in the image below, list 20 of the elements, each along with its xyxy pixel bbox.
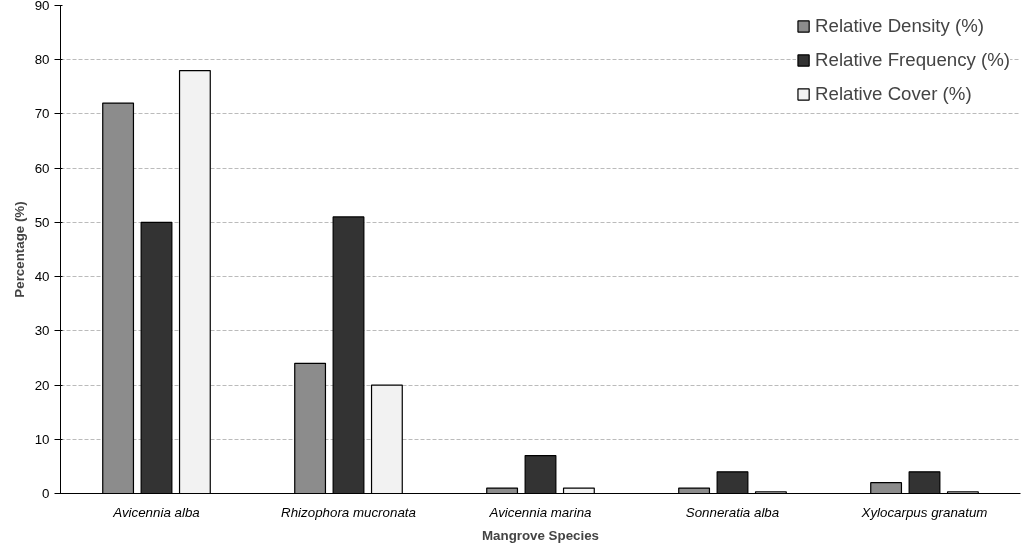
legend-label: Relative Cover (%) [815, 83, 972, 105]
y-tick-label: 70 [34, 106, 50, 122]
legend-label: Relative Frequency (%) [815, 49, 1010, 71]
y-tick-label: 30 [34, 323, 50, 339]
y-tick-label: 50 [34, 214, 50, 230]
y-tick-label: 40 [34, 269, 50, 285]
x-tick-label: Rhizophora mucronata [281, 504, 416, 520]
x-tick-label: Xylocarpus granatum [860, 504, 988, 520]
y-tick-label: 80 [34, 52, 50, 68]
legend-label: Relative Density (%) [815, 15, 985, 37]
y-tick-label: 90 [34, 0, 50, 13]
x-tick-label: Avicennia marina [488, 504, 592, 520]
y-tick-label: 20 [34, 377, 50, 393]
x-axis-title: Mangrove Species [481, 527, 600, 543]
y-tick-label: 60 [34, 160, 50, 176]
x-tick-label: Avicennia alba [112, 504, 200, 520]
y-tick-label: 10 [34, 431, 50, 447]
y-axis-title: Percentage (%) [11, 201, 27, 298]
x-tick-label: Sonneratia alba [685, 504, 780, 520]
y-tick-label: 0 [42, 486, 50, 501]
